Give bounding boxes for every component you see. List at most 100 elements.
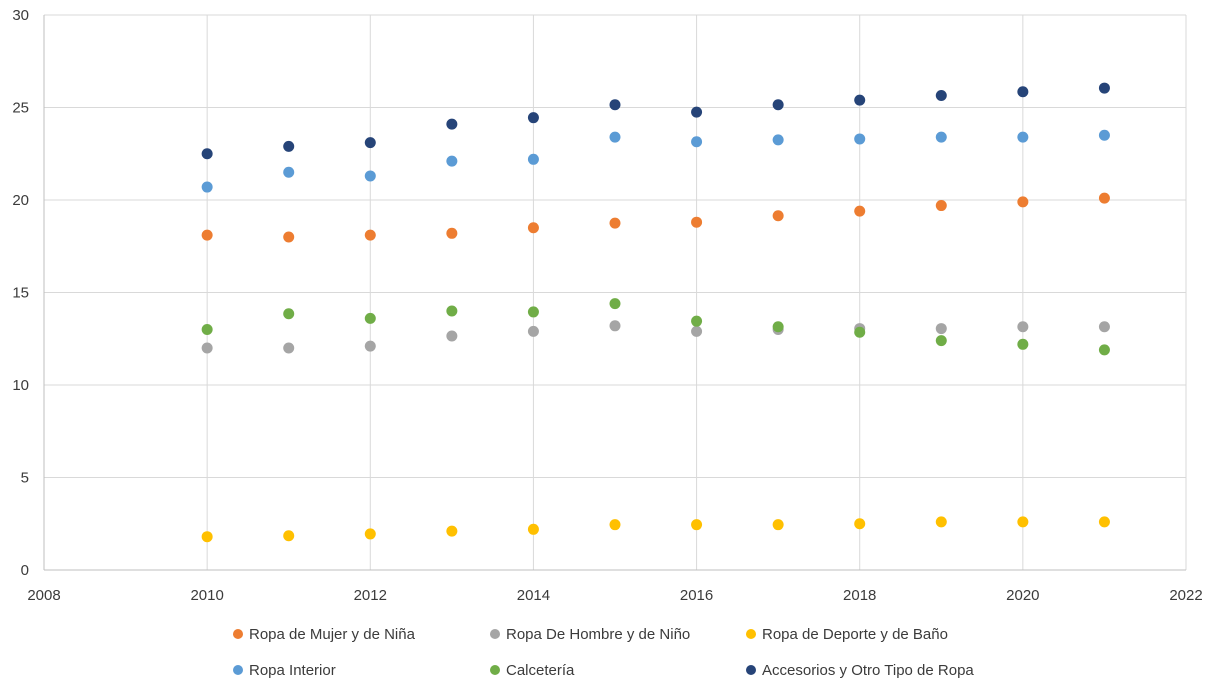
legend-marker <box>746 665 756 675</box>
data-point <box>935 335 947 347</box>
data-point <box>364 312 376 324</box>
data-point <box>609 217 621 229</box>
data-point <box>935 131 947 143</box>
data-point <box>854 94 866 106</box>
x-axis-ticks: 2008 2010 2012 2014 2016 2018 2020 2022 <box>27 587 1202 604</box>
data-point <box>201 342 213 354</box>
data-point <box>364 528 376 540</box>
data-point <box>446 305 458 317</box>
data-point <box>527 306 539 318</box>
data-point <box>201 181 213 193</box>
legend-item: Ropa Interior <box>233 662 336 679</box>
legend-label: Ropa Interior <box>249 662 336 679</box>
y-axis-ticks: 0 5 10 15 20 25 30 <box>12 7 29 579</box>
data-point <box>527 325 539 337</box>
legend-label: Ropa de Mujer y de Niña <box>249 626 416 643</box>
data-point <box>854 133 866 145</box>
data-point <box>1017 338 1029 350</box>
legend-item: Calcetería <box>490 662 575 679</box>
grid <box>44 14 1187 570</box>
data-point <box>1017 321 1029 333</box>
data-point <box>527 222 539 234</box>
data-point <box>854 518 866 530</box>
data-point <box>283 166 295 178</box>
legend-marker <box>490 665 500 675</box>
y-tick-label: 30 <box>12 7 29 24</box>
data-point <box>691 106 703 118</box>
legend-item: Accesorios y Otro Tipo de Ropa <box>746 662 974 679</box>
data-point <box>935 516 947 528</box>
data-point <box>364 229 376 241</box>
data-point <box>772 321 784 333</box>
data-point <box>283 530 295 542</box>
series-1 <box>201 192 1110 243</box>
data-point <box>364 340 376 352</box>
legend-label: Accesorios y Otro Tipo de Ropa <box>762 662 974 679</box>
data-point <box>772 210 784 222</box>
x-tick-label: 2008 <box>27 587 60 604</box>
data-point <box>201 324 213 335</box>
data-point <box>935 89 947 101</box>
data-point <box>1017 516 1029 528</box>
data-point <box>527 153 539 165</box>
data-point <box>446 330 458 342</box>
data-point <box>854 326 866 338</box>
series-6 <box>201 82 1110 160</box>
axes <box>43 15 1186 571</box>
y-tick-label: 0 <box>21 562 29 579</box>
data-point <box>772 134 784 146</box>
data-point <box>1098 344 1110 356</box>
x-tick-label: 2022 <box>1169 587 1202 604</box>
data-point <box>1017 196 1029 208</box>
data-point <box>609 131 621 143</box>
legend-label: Ropa De Hombre y de Niño <box>506 626 690 643</box>
data-point <box>691 519 703 531</box>
legend-label: Calcetería <box>506 662 575 679</box>
data-points <box>201 82 1110 543</box>
data-point <box>283 308 295 320</box>
data-point <box>772 519 784 531</box>
data-point <box>691 315 703 327</box>
data-point <box>527 112 539 124</box>
data-point <box>201 148 213 160</box>
data-point <box>935 200 947 212</box>
data-point <box>691 325 703 337</box>
x-tick-label: 2012 <box>354 587 387 604</box>
legend-item: Ropa de Deporte y de Baño <box>746 626 948 643</box>
data-point <box>1098 192 1110 204</box>
x-tick-label: 2010 <box>190 587 223 604</box>
data-point <box>935 323 947 335</box>
data-point <box>364 137 376 149</box>
data-point <box>772 99 784 111</box>
legend-item: Ropa de Mujer y de Niña <box>233 626 416 643</box>
x-tick-label: 2018 <box>843 587 876 604</box>
data-point <box>283 140 295 152</box>
data-point <box>1098 82 1110 94</box>
x-tick-label: 2014 <box>517 587 550 604</box>
data-point <box>283 342 295 354</box>
data-point <box>283 231 295 243</box>
data-point <box>446 155 458 167</box>
legend-marker <box>746 629 756 639</box>
data-point <box>201 229 213 241</box>
data-point <box>446 227 458 239</box>
data-point <box>364 170 376 182</box>
x-tick-label: 2020 <box>1006 587 1039 604</box>
data-point <box>609 519 621 531</box>
legend-marker <box>233 629 243 639</box>
legend-marker <box>233 665 243 675</box>
y-tick-label: 10 <box>12 377 29 394</box>
data-point <box>1098 321 1110 333</box>
legend-marker <box>490 629 500 639</box>
x-tick-label: 2016 <box>680 587 713 604</box>
data-point <box>1017 131 1029 143</box>
data-point <box>609 320 621 332</box>
legend-label: Ropa de Deporte y de Baño <box>762 626 948 643</box>
data-point <box>1017 86 1029 98</box>
data-point <box>691 216 703 228</box>
series-2 <box>201 320 1110 354</box>
y-tick-label: 15 <box>12 285 29 302</box>
data-point <box>609 99 621 111</box>
